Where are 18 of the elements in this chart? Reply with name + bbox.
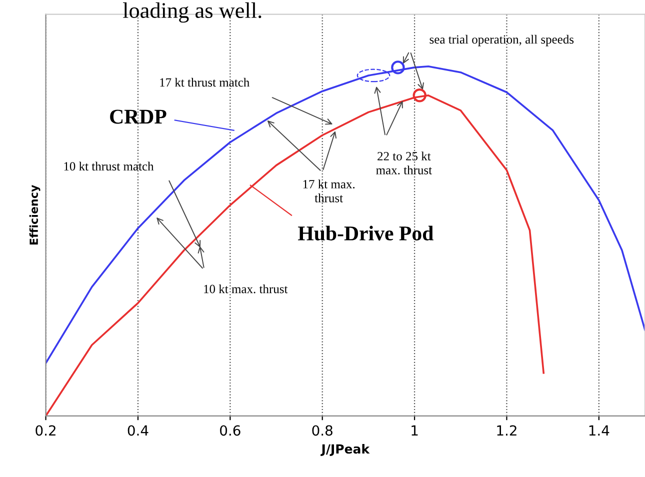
legend-label: CRDP (110, 110, 166, 124)
x-tick-label: 1.4 (589, 425, 610, 436)
text: Hub-Drive Pod (298, 226, 434, 240)
x-tick-label: 0.8 (312, 425, 332, 436)
text: loading as well. (122, 2, 262, 23)
annotation: 17 kt max. thrust (303, 180, 355, 202)
x-tick-label: 0.2 (36, 425, 56, 436)
annotation: 17 kt thrust match (160, 78, 250, 87)
text: sea trial operation, all speeds (430, 34, 574, 46)
x-tick-label: 1 (412, 425, 418, 436)
annotation: 22 to 25 kt max. thrust (376, 152, 432, 174)
x-tick-label: 0.4 (128, 425, 148, 436)
x-tick-label: 1.2 (497, 425, 516, 436)
y-axis-title: Efficiency (29, 184, 40, 244)
annotation: 10 kt max. thrust (204, 284, 288, 294)
x-tick-label: 0.6 (220, 425, 240, 436)
annotation: 10 kt thrust match (64, 162, 154, 171)
x-axis-title: J/JPeak (320, 444, 370, 456)
